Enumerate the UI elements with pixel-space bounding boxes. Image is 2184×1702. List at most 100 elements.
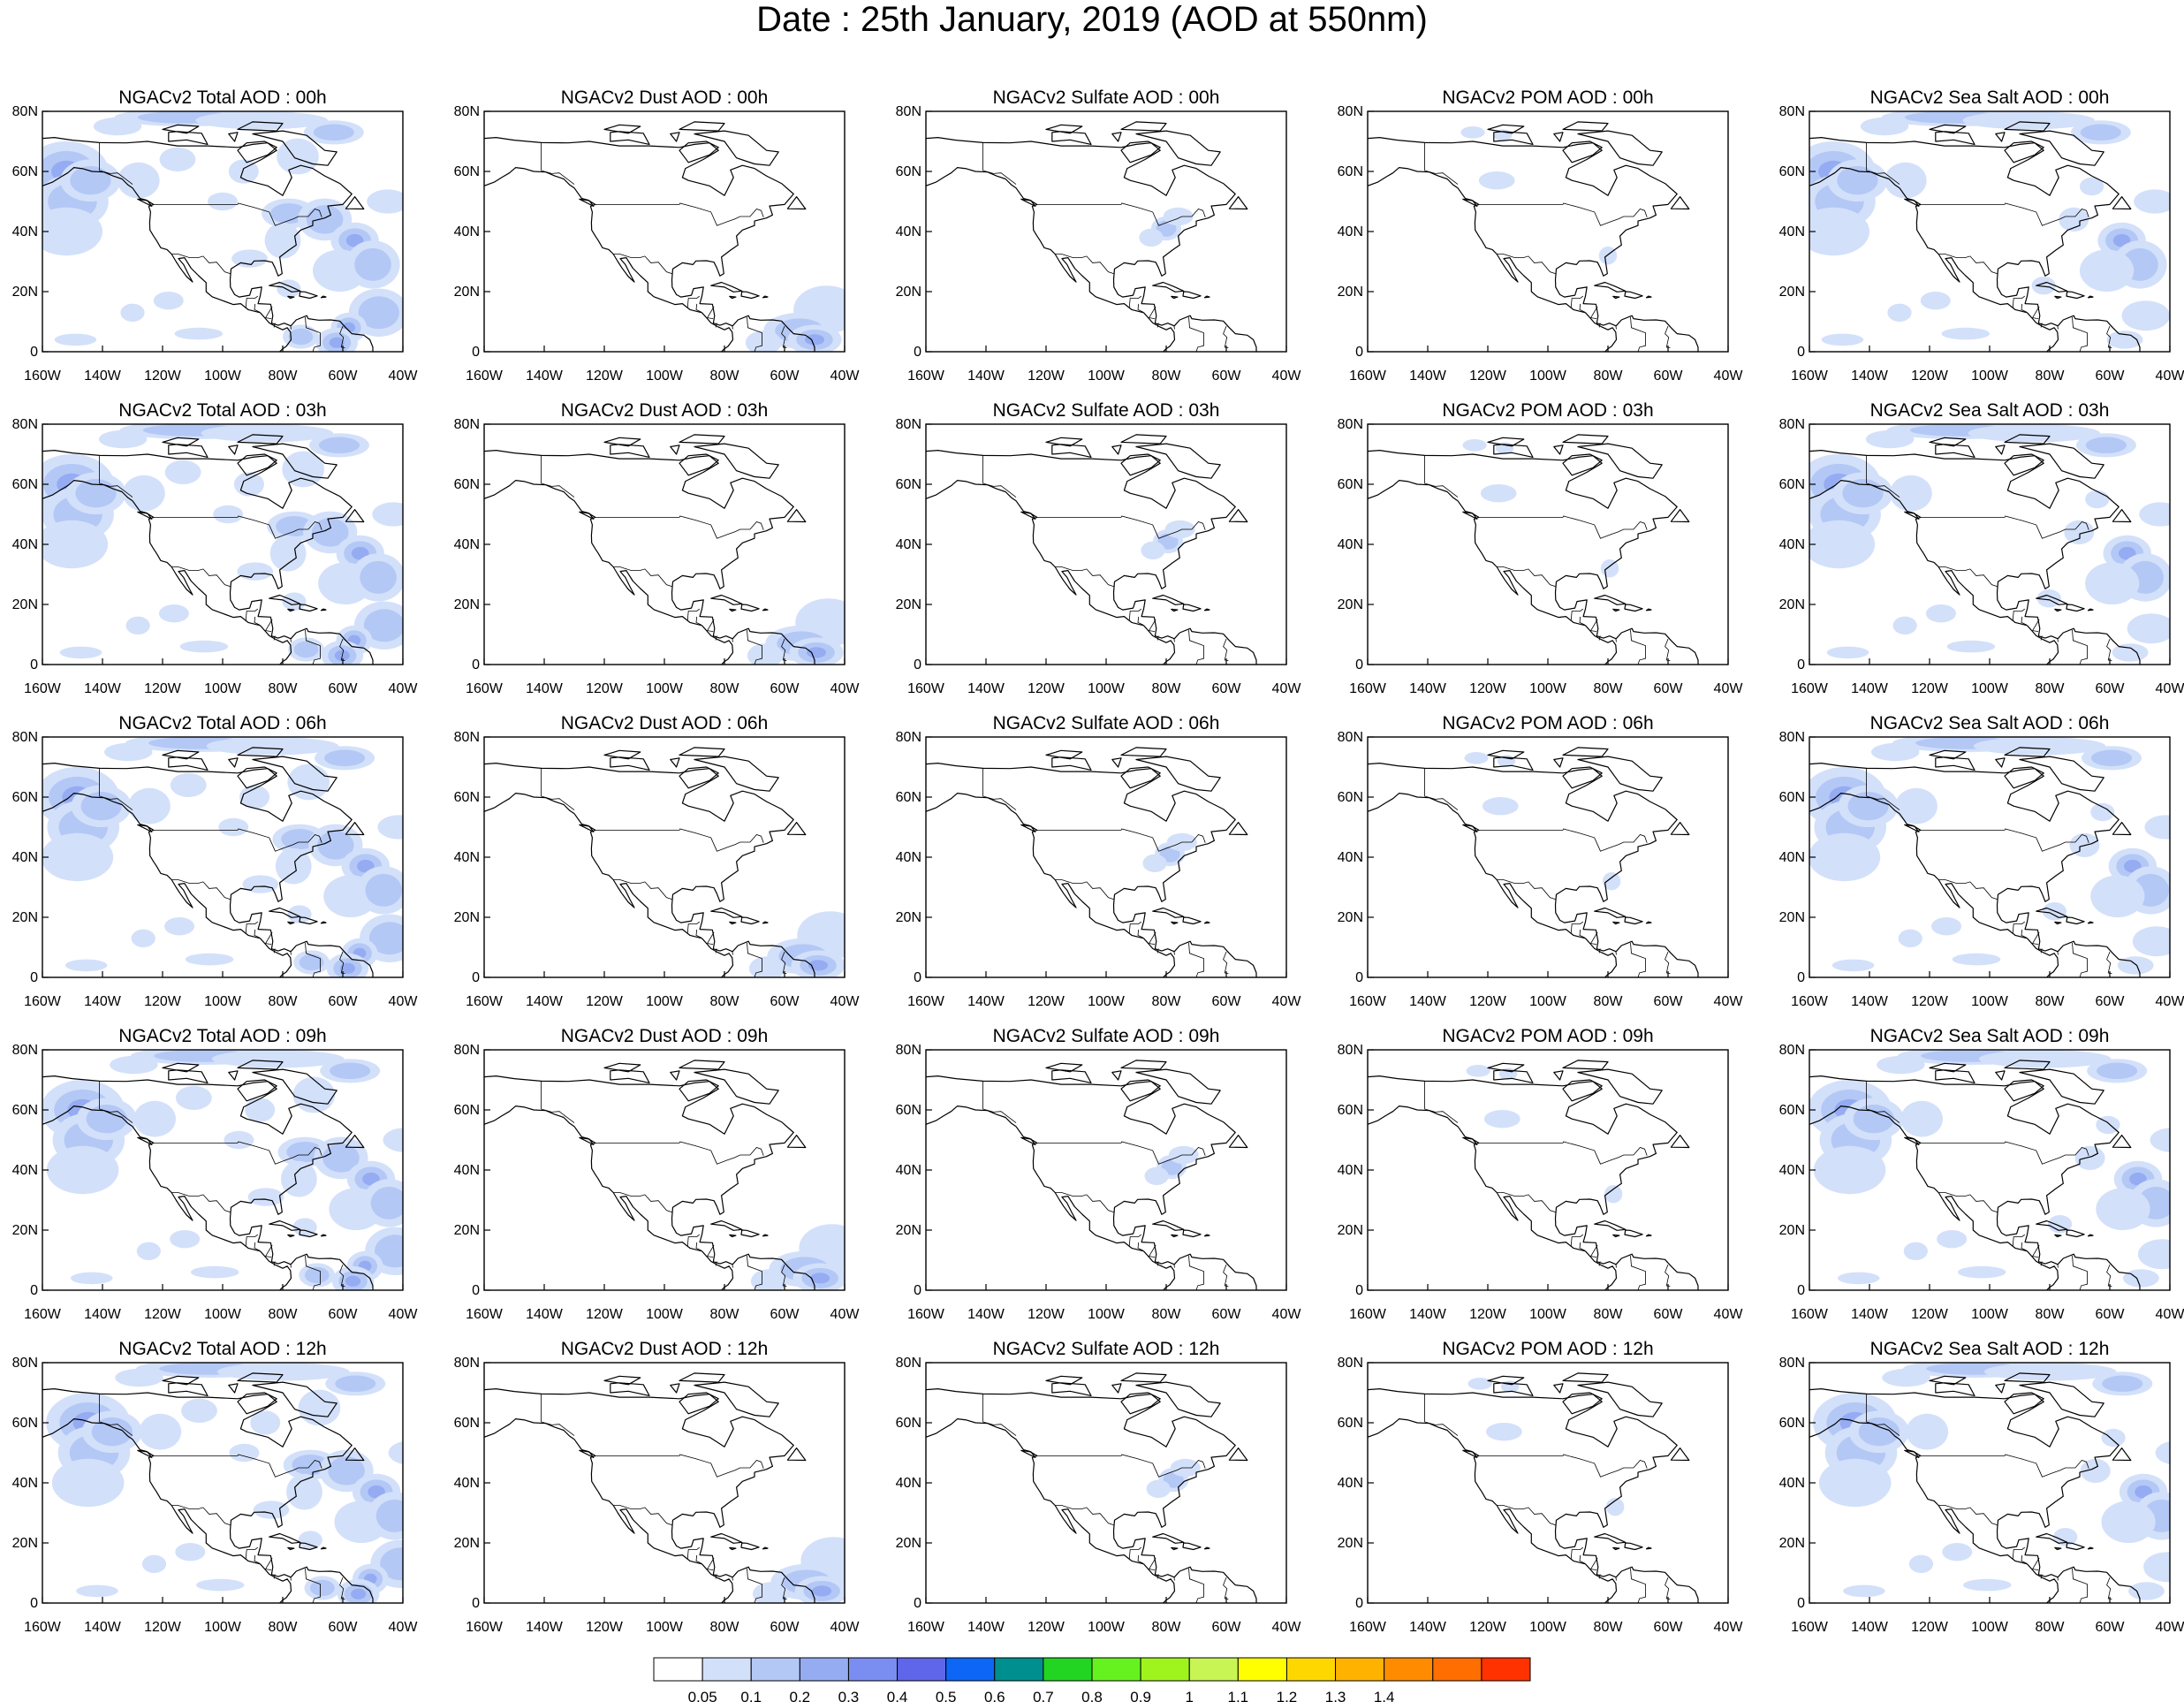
- aod-region: [318, 437, 360, 454]
- aod-region: [2106, 331, 2143, 349]
- aod-region: [51, 1458, 125, 1508]
- panel-title: NGACv2 Sea Salt AOD : 12h: [1870, 1339, 2110, 1359]
- country-border: [1223, 1264, 1229, 1287]
- aod-region: [1837, 1272, 1880, 1285]
- aod-region: [1480, 484, 1517, 503]
- country-border: [1598, 1574, 1601, 1579]
- aod-region: [1482, 797, 1519, 816]
- lon-tick-label: 160W: [1791, 681, 1829, 696]
- island-outline: [1562, 434, 1609, 444]
- country-border: [290, 951, 292, 955]
- lon-tick-label: 40W: [2156, 1307, 2184, 1322]
- country-border: [1570, 1546, 1584, 1560]
- lon-tick-label: 60W: [329, 369, 359, 384]
- lon-tick-label: 40W: [1714, 369, 1744, 384]
- country-border: [1128, 1546, 1142, 1560]
- country-border: [245, 921, 259, 934]
- aod-region: [292, 1218, 317, 1236]
- country-border: [1866, 1081, 1900, 1123]
- aod-region: [1164, 520, 1195, 539]
- aod-region: [282, 451, 324, 488]
- island-outline: [269, 1220, 301, 1231]
- country-border: [1223, 951, 1229, 974]
- lon-tick-label: 80W: [2036, 1307, 2066, 1322]
- lon-tick-label: 120W: [1911, 681, 1949, 696]
- lon-tick-label: 40W: [830, 681, 861, 696]
- lat-tick-label: 40N: [896, 537, 921, 552]
- lon-tick-label: 140W: [1409, 1307, 1447, 1322]
- island-outline: [1577, 443, 1663, 479]
- lat-tick-label: 80N: [454, 1356, 480, 1371]
- country-border: [2031, 931, 2040, 945]
- lon-tick-label: 40W: [1714, 681, 1744, 696]
- aod-region: [2122, 1269, 2159, 1288]
- island-outline: [1203, 921, 1210, 924]
- country-border: [2012, 295, 2026, 308]
- lon-tick-label: 100W: [646, 681, 684, 696]
- lon-tick-label: 40W: [830, 1620, 861, 1635]
- aod-region: [42, 520, 109, 569]
- lon-tick-label: 140W: [1409, 1620, 1447, 1635]
- island-outline: [1120, 766, 1161, 789]
- lat-tick-label: 40N: [896, 224, 921, 239]
- aod-region: [179, 640, 229, 653]
- island-outline: [1577, 130, 1663, 166]
- lon-tick-label: 120W: [144, 369, 182, 384]
- country-border: [1615, 325, 1617, 330]
- aod-region: [2031, 277, 2056, 295]
- island-outline: [137, 198, 153, 207]
- aod-region: [2117, 956, 2154, 975]
- coastline: [926, 793, 1176, 977]
- lon-tick-label: 160W: [24, 369, 62, 384]
- country-border: [153, 828, 322, 852]
- lat-tick-label: 60N: [454, 1416, 480, 1431]
- lon-tick-label: 60W: [329, 1620, 359, 1635]
- aod-region: [213, 505, 244, 524]
- lon-tick-label: 80W: [2036, 681, 2066, 696]
- aod-region: [286, 1473, 322, 1510]
- map-frame: [1367, 423, 1729, 665]
- island-outline: [237, 1392, 277, 1415]
- aod-region: [747, 643, 784, 665]
- aod-region: [365, 873, 403, 907]
- aod-region: [1821, 333, 1864, 346]
- aod-region: [245, 1098, 276, 1122]
- island-outline: [1228, 1447, 1248, 1462]
- lat-tick-label: 80N: [1338, 1043, 1363, 1058]
- aod-region: [358, 296, 399, 330]
- lon-tick-label: 160W: [1349, 1307, 1387, 1322]
- aod-region: [196, 1578, 245, 1592]
- country-border: [99, 455, 133, 498]
- lat-tick-label: 80N: [12, 730, 38, 745]
- panel-title: NGACv2 Sulfate AOD : 06h: [993, 713, 1220, 733]
- lat-tick-label: 0: [30, 345, 38, 360]
- colorbar-swatch: [1188, 1657, 1239, 1682]
- coastline: [926, 1075, 1257, 1290]
- island-outline: [579, 1136, 595, 1145]
- colorbar-label: 0.2: [790, 1689, 811, 1702]
- island-outline: [1171, 1546, 1179, 1551]
- map-frame: [1367, 110, 1729, 353]
- country-border: [612, 566, 673, 588]
- island-outline: [1553, 757, 1564, 768]
- island-outline: [679, 766, 719, 789]
- country-border: [1148, 931, 1156, 945]
- island-outline: [2004, 1392, 2044, 1415]
- aod-region: [2127, 613, 2170, 644]
- coastline: [926, 1418, 1176, 1603]
- island-outline: [1152, 1532, 1185, 1544]
- island-outline: [2019, 443, 2104, 479]
- lat-tick-label: 40N: [1338, 850, 1363, 865]
- island-outline: [287, 921, 295, 925]
- aod-region: [363, 609, 403, 642]
- island-outline: [670, 757, 680, 768]
- country-border: [2021, 929, 2027, 938]
- island-outline: [1487, 749, 1525, 760]
- island-outline: [299, 916, 318, 925]
- country-border: [305, 629, 321, 665]
- island-outline: [137, 1449, 153, 1458]
- island-outline: [786, 1135, 807, 1149]
- aod-region: [1843, 1584, 1885, 1598]
- aod-region: [1895, 787, 1938, 824]
- country-border: [1188, 316, 1204, 352]
